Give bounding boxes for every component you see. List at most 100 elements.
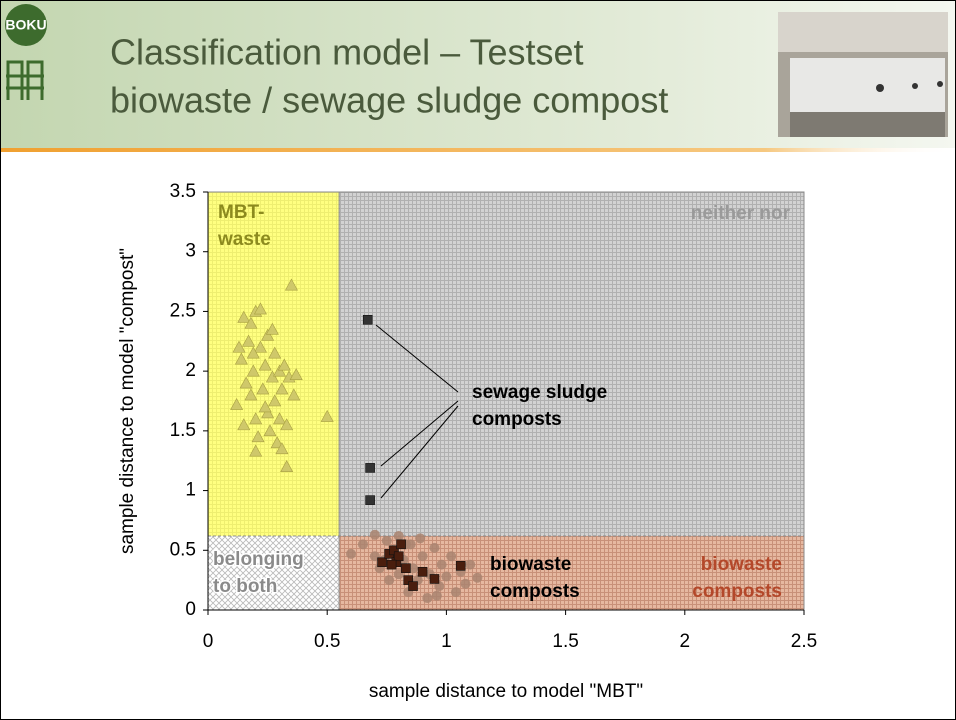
triangle-point bbox=[237, 418, 251, 431]
title-line: biowaste / sewage sludge compost bbox=[110, 80, 668, 121]
x-tick-label: 0 bbox=[203, 631, 214, 652]
triangle-point bbox=[253, 302, 267, 315]
y-tick-label: 0 bbox=[185, 599, 196, 620]
y-tick-label: 1.5 bbox=[170, 420, 196, 441]
region-both bbox=[208, 535, 340, 610]
annotation: waste bbox=[217, 229, 271, 250]
y-tick-label: 3 bbox=[185, 241, 196, 262]
triangle-point bbox=[268, 346, 282, 359]
circle-point bbox=[381, 535, 392, 546]
triangle-point bbox=[275, 442, 289, 455]
chart: 0 0.5 1 1.5 2 2.5 3 3.5 0 0.5 1 1.5 2 2.5 sample dista… bbox=[117, 181, 817, 702]
square-point bbox=[365, 463, 375, 473]
annotation: biowaste bbox=[701, 554, 782, 575]
annotation: sewage sludge bbox=[472, 382, 607, 403]
triangle-point bbox=[234, 352, 248, 365]
triangle-point bbox=[246, 364, 260, 377]
circle-point bbox=[369, 529, 380, 540]
triangle-point bbox=[246, 346, 260, 359]
triangle-point bbox=[251, 430, 265, 443]
triangle-point bbox=[249, 444, 263, 457]
circle-point bbox=[384, 575, 395, 586]
circle-point bbox=[415, 533, 426, 544]
annotation: composts bbox=[472, 409, 562, 430]
square-point bbox=[396, 539, 406, 550]
annotation: composts bbox=[692, 581, 782, 602]
triangle-point bbox=[284, 278, 298, 291]
y-axis-title: sample distance to model "compost" bbox=[117, 248, 138, 554]
square-point bbox=[429, 574, 440, 584]
y-tick-label: 2.5 bbox=[170, 300, 196, 321]
triangle-point bbox=[244, 316, 258, 329]
square-point bbox=[417, 566, 428, 577]
circle-point bbox=[357, 539, 368, 550]
region-compost bbox=[339, 535, 804, 610]
triangle-point bbox=[253, 340, 267, 353]
x-tick-label: 0.5 bbox=[314, 631, 340, 652]
square-point bbox=[386, 559, 397, 570]
triangle-point bbox=[273, 412, 287, 425]
triangle-point bbox=[256, 382, 270, 395]
triangle-point bbox=[268, 394, 282, 407]
triangle-point bbox=[287, 388, 301, 401]
triangle-point bbox=[273, 364, 287, 377]
circle-point bbox=[441, 571, 452, 582]
circle-point bbox=[460, 578, 471, 589]
y-tick-label: 1 bbox=[185, 480, 196, 501]
x-tick-label: 2.5 bbox=[791, 631, 817, 652]
circle-point bbox=[446, 551, 457, 562]
triangle-point bbox=[258, 358, 272, 371]
circle-point bbox=[422, 593, 433, 604]
triangle-point bbox=[258, 400, 272, 413]
title-line: Classification model – Testset bbox=[110, 32, 584, 73]
x-axis-title: sample distance to model "MBT" bbox=[369, 681, 643, 702]
triangle-point bbox=[263, 424, 277, 437]
y-tick-label: 0.5 bbox=[170, 539, 196, 560]
triangle-point bbox=[320, 409, 334, 422]
triangle-point bbox=[289, 368, 303, 381]
triangle-point bbox=[249, 412, 263, 425]
circle-point bbox=[472, 572, 483, 583]
circle-point bbox=[436, 559, 447, 570]
triangle-point bbox=[237, 310, 251, 323]
triangle-point bbox=[265, 322, 279, 335]
square-point bbox=[401, 563, 411, 574]
square-point bbox=[393, 551, 404, 562]
triangle-point bbox=[265, 370, 279, 383]
logo-circle bbox=[5, 4, 47, 46]
circle-point bbox=[431, 590, 442, 601]
x-tick-label: 1.5 bbox=[552, 631, 578, 652]
square-point bbox=[377, 557, 387, 568]
triangle-point bbox=[261, 328, 275, 341]
annotation: belonging bbox=[213, 549, 304, 570]
triangle-point bbox=[270, 436, 284, 449]
triangle-point bbox=[280, 418, 294, 431]
annotation: biowaste bbox=[490, 554, 571, 575]
header-rule bbox=[0, 148, 956, 152]
annotation: MBT- bbox=[218, 202, 264, 223]
triangle-point bbox=[232, 340, 246, 353]
annotation: neither nor bbox=[691, 203, 791, 224]
region-neither bbox=[339, 192, 804, 536]
logo-text: BOKU bbox=[5, 17, 46, 33]
square-point bbox=[455, 561, 466, 571]
y-tick-label: 3.5 bbox=[170, 181, 196, 202]
triangle-point bbox=[230, 397, 244, 410]
triangle-point bbox=[277, 358, 291, 371]
circle-point bbox=[429, 542, 440, 553]
triangle-point bbox=[275, 382, 289, 395]
triangle-point bbox=[261, 406, 275, 419]
logo-mark bbox=[6, 60, 44, 100]
square-point bbox=[365, 495, 375, 505]
circle-point bbox=[465, 559, 476, 570]
square-point bbox=[362, 314, 373, 325]
triangle-point bbox=[242, 334, 256, 347]
triangle-point bbox=[244, 388, 258, 401]
circle-point bbox=[346, 548, 357, 559]
leader-lines bbox=[375, 324, 459, 499]
photo bbox=[778, 12, 948, 137]
annotation: composts bbox=[490, 581, 580, 602]
x-tick-label: 1 bbox=[441, 631, 452, 652]
circle-point bbox=[417, 551, 428, 562]
square-point bbox=[408, 581, 418, 591]
